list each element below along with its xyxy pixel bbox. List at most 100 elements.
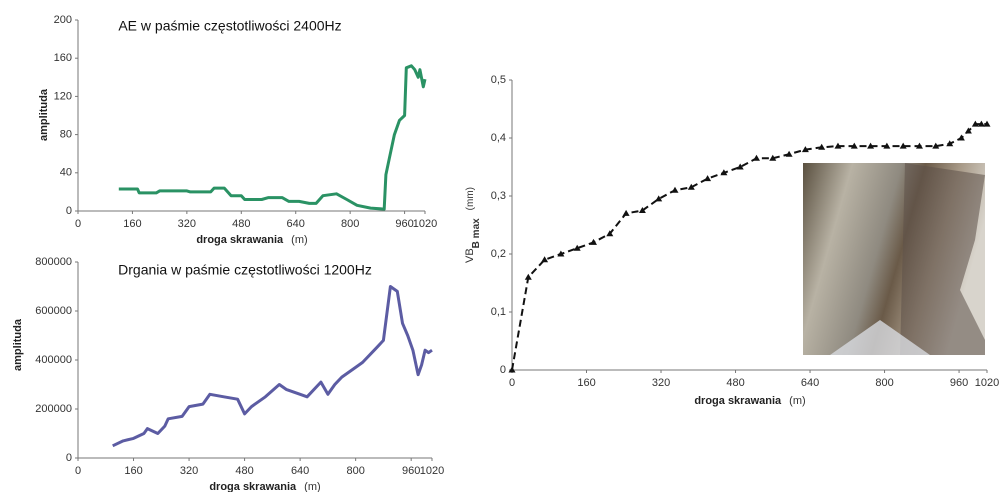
data-marker <box>589 238 597 245</box>
y-tick-label: 0,1 <box>491 306 506 318</box>
data-marker <box>508 366 516 373</box>
x-tick-label: 160 <box>123 218 141 230</box>
data-marker <box>687 183 695 190</box>
data-marker <box>957 134 965 141</box>
x-axis-title: droga skrawania <box>209 481 297 492</box>
x-tick-label: 0 <box>509 377 515 389</box>
wear-zone <box>900 163 985 355</box>
chart-title: AE w paśmie częstotliwości 2400Hz <box>118 18 341 34</box>
x-tick-label: 160 <box>577 377 595 389</box>
data-marker <box>720 169 728 176</box>
y-axis-label: amplituda <box>38 88 50 141</box>
y-tick-label: 0 <box>66 205 72 217</box>
data-line <box>118 64 427 211</box>
x-tick-label: 320 <box>178 218 196 230</box>
data-marker <box>915 142 923 149</box>
data-marker <box>818 143 826 150</box>
y-tick-label: 0,5 <box>491 74 506 86</box>
data-marker <box>752 154 760 161</box>
data-marker <box>867 142 875 149</box>
data-marker <box>899 142 907 149</box>
data-line <box>112 285 433 448</box>
y-tick-label: 160 <box>54 52 72 64</box>
data-marker <box>524 273 532 280</box>
y-tick-label: 0,2 <box>491 248 506 260</box>
y-tick-label: 200000 <box>35 403 72 415</box>
y-tick-label: 600000 <box>35 305 72 317</box>
data-marker <box>785 150 793 157</box>
x-tick-label: 800 <box>346 465 364 477</box>
x-axis-title: droga skrawania <box>196 234 284 246</box>
x-axis-title: droga skrawania <box>694 395 782 407</box>
x-axis-label: droga skrawania (m) <box>694 395 805 407</box>
y-tick-label: 0,4 <box>491 132 506 144</box>
x-tick-label: 640 <box>801 377 819 389</box>
tool-edge <box>830 320 930 355</box>
y-tick-label: 200 <box>54 14 72 26</box>
y-tick-label: 80 <box>60 129 72 141</box>
data-marker <box>541 256 549 263</box>
y-axis-label: VBB max (mm) <box>464 187 482 263</box>
data-marker <box>769 154 777 161</box>
y-tick-label: 0 <box>500 364 506 376</box>
data-marker <box>573 244 581 251</box>
y-axis-unit: (mm) <box>465 187 476 210</box>
y-tick-label: 400000 <box>35 354 72 366</box>
data-marker <box>801 146 809 153</box>
data-marker <box>964 127 972 134</box>
y-axis-title: amplituda <box>38 88 50 141</box>
x-tick-label: 640 <box>291 465 309 477</box>
data-marker <box>834 142 842 149</box>
data-line <box>511 123 987 371</box>
y-tick-label: 120 <box>54 90 72 102</box>
y-axis-label: amplituda <box>12 318 24 371</box>
x-tick-label: 960 <box>402 465 420 477</box>
x-tick-label: 960 <box>950 377 968 389</box>
y-tick-label: 40 <box>60 167 72 179</box>
x-tick-label: 960 <box>395 218 413 230</box>
x-tick-label: 800 <box>875 377 893 389</box>
x-tick-label: 0 <box>75 465 81 477</box>
data-marker <box>606 230 614 237</box>
tool-photo <box>803 163 985 355</box>
data-marker <box>932 142 940 149</box>
x-tick-label: 480 <box>235 465 253 477</box>
x-tick-label: 480 <box>232 218 250 230</box>
x-tick-label: 480 <box>726 377 744 389</box>
data-marker <box>946 140 954 147</box>
x-tick-label: 320 <box>652 377 670 389</box>
data-marker <box>983 120 991 127</box>
x-tick-label: 800 <box>341 218 359 230</box>
x-tick-label: 640 <box>287 218 305 230</box>
y-tick-label: 0,3 <box>491 190 506 202</box>
x-tick-label: 1020 <box>975 377 999 389</box>
data-marker <box>638 207 646 213</box>
y-axis-subscript: B max <box>471 218 482 248</box>
data-marker <box>655 195 663 202</box>
y-tick-label: 0 <box>66 452 72 464</box>
y-axis-title: amplituda <box>12 318 24 371</box>
x-axis-label: droga skrawania (m) <box>209 481 320 492</box>
x-tick-label: 160 <box>124 465 142 477</box>
x-axis-unit: (m) <box>291 234 308 246</box>
y-axis-title: VB <box>464 248 476 263</box>
x-tick-label: 320 <box>180 465 198 477</box>
data-marker <box>736 163 744 170</box>
x-tick-label: 1020 <box>413 218 437 230</box>
x-axis-unit: (m) <box>789 395 806 407</box>
x-tick-label: 1020 <box>420 465 444 477</box>
chart-title: Drgania w paśmie częstotliwości 1200Hz <box>118 262 372 278</box>
data-marker <box>704 175 712 182</box>
data-marker <box>557 250 565 257</box>
data-marker <box>971 120 979 127</box>
data-marker <box>671 186 679 193</box>
y-tick-label: 800000 <box>35 256 72 268</box>
x-tick-label: 0 <box>75 218 81 230</box>
data-marker <box>850 142 858 149</box>
x-axis-unit: (m) <box>304 481 321 492</box>
data-marker <box>883 142 891 149</box>
data-marker <box>977 120 985 127</box>
data-marker <box>622 209 630 216</box>
x-axis-label: droga skrawania (m) <box>196 234 307 246</box>
